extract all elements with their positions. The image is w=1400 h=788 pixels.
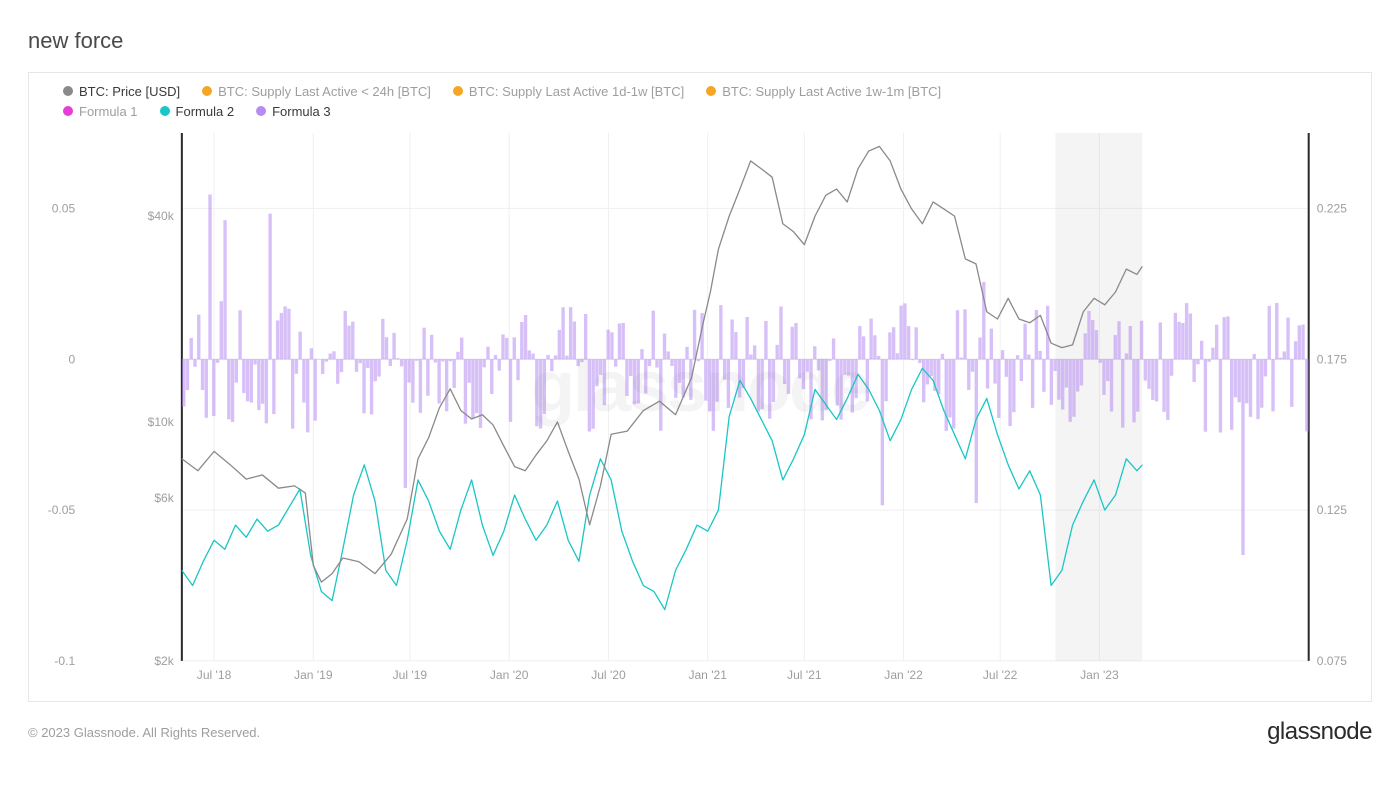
brand-logo: glassnode <box>1267 718 1372 746</box>
legend-item[interactable]: Formula 3 <box>256 101 331 121</box>
legend-dot-icon <box>63 86 73 96</box>
svg-text:0.075: 0.075 <box>1317 654 1347 668</box>
svg-text:$2k: $2k <box>154 654 174 668</box>
legend-dot-icon <box>63 106 73 116</box>
legend-label: Formula 3 <box>272 104 331 119</box>
svg-text:Jan '19: Jan '19 <box>294 668 333 682</box>
svg-text:0.225: 0.225 <box>1317 201 1347 215</box>
svg-text:Jul '22: Jul '22 <box>983 668 1018 682</box>
legend-dot-icon <box>706 86 716 96</box>
svg-text:-0.05: -0.05 <box>48 503 76 517</box>
page-title: new force <box>28 28 1372 54</box>
plot-area: -0.1 -0.05 0 0.05 $2k $6k $10k $40k 0.075 0.125 0.… <box>41 127 1359 689</box>
chart-frame: BTC: Price [USD] BTC: Supply Last Active … <box>28 72 1372 702</box>
svg-text:$40k: $40k <box>148 209 175 223</box>
svg-text:Jan '22: Jan '22 <box>884 668 923 682</box>
legend-dot-icon <box>202 86 212 96</box>
legend-label: Formula 1 <box>79 104 138 119</box>
legend-dot-icon <box>256 106 266 116</box>
svg-text:0.05: 0.05 <box>52 201 76 215</box>
svg-text:Jul '20: Jul '20 <box>591 668 626 682</box>
svg-text:Jan '23: Jan '23 <box>1080 668 1119 682</box>
svg-text:Jul '21: Jul '21 <box>787 668 822 682</box>
svg-text:Jul '19: Jul '19 <box>393 668 428 682</box>
svg-text:$10k: $10k <box>148 415 175 429</box>
legend-item[interactable]: Formula 1 <box>63 101 138 121</box>
svg-text:-0.1: -0.1 <box>54 654 75 668</box>
svg-text:0: 0 <box>68 352 75 366</box>
legend-dot-icon <box>453 86 463 96</box>
legend-label: BTC: Price [USD] <box>79 84 180 99</box>
legend-item[interactable]: BTC: Price [USD] <box>63 81 180 101</box>
legend-item[interactable]: BTC: Supply Last Active 1w-1m [BTC] <box>706 81 941 101</box>
chart-svg: -0.1 -0.05 0 0.05 $2k $6k $10k $40k 0.075 0.125 0.… <box>41 127 1359 689</box>
legend-dot-icon <box>160 106 170 116</box>
svg-text:0.175: 0.175 <box>1317 352 1347 366</box>
legend-item[interactable]: Formula 2 <box>160 101 235 121</box>
svg-text:$6k: $6k <box>154 491 174 505</box>
legend: BTC: Price [USD] BTC: Supply Last Active … <box>41 81 1359 121</box>
svg-text:Jul '18: Jul '18 <box>197 668 232 682</box>
footer: © 2023 Glassnode. All Rights Reserved. g… <box>28 718 1372 746</box>
legend-label: Formula 2 <box>176 104 235 119</box>
legend-item[interactable]: BTC: Supply Last Active < 24h [BTC] <box>202 81 431 101</box>
page-root: new force BTC: Price [USD] BTC: Supply La… <box>0 0 1400 788</box>
svg-text:Jan '20: Jan '20 <box>490 668 529 682</box>
legend-label: BTC: Supply Last Active 1d-1w [BTC] <box>469 84 684 99</box>
legend-label: BTC: Supply Last Active < 24h [BTC] <box>218 84 431 99</box>
legend-label: BTC: Supply Last Active 1w-1m [BTC] <box>722 84 941 99</box>
svg-text:Jan '21: Jan '21 <box>688 668 727 682</box>
legend-item[interactable]: BTC: Supply Last Active 1d-1w [BTC] <box>453 81 684 101</box>
svg-text:0.125: 0.125 <box>1317 503 1347 517</box>
copyright-text: © 2023 Glassnode. All Rights Reserved. <box>28 725 260 740</box>
